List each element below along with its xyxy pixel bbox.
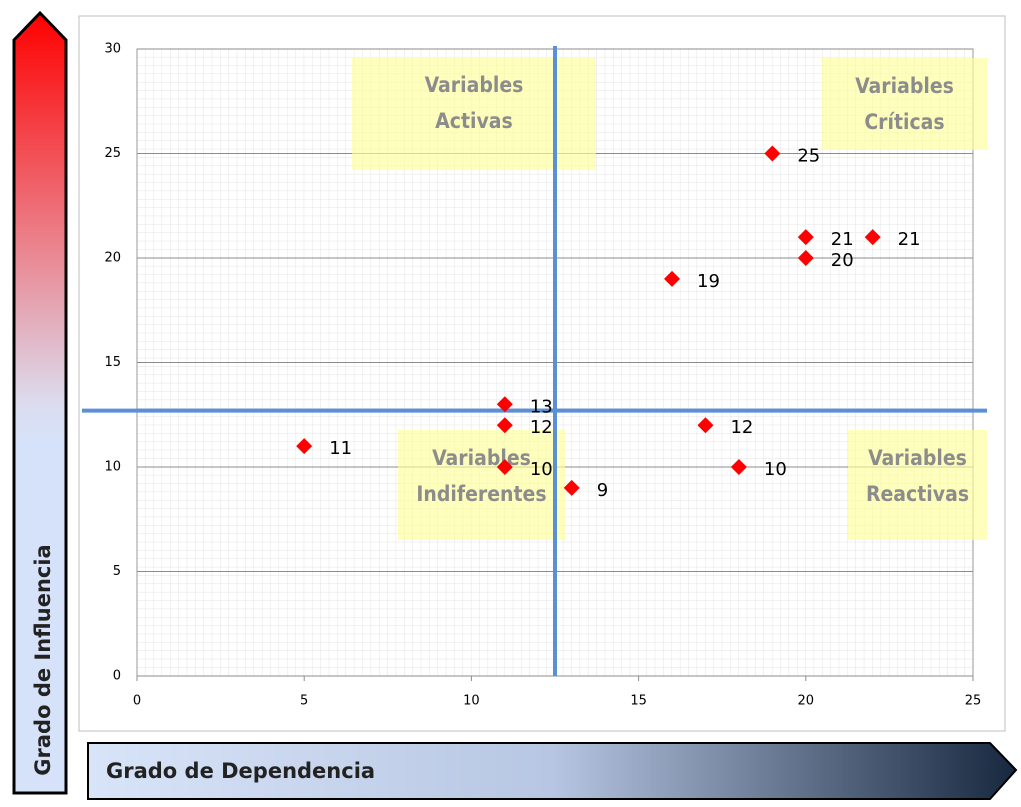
quadrant-box: [822, 58, 987, 150]
y-arrow: [12, 10, 68, 795]
quadrant-label: Variables: [425, 73, 524, 97]
x-tick-label: 5: [300, 694, 308, 709]
point: [496, 459, 513, 475]
quadrant-label: Indiferentes: [416, 482, 546, 506]
data-label: 13: [530, 396, 553, 417]
data-label: 19: [697, 271, 720, 292]
point: [496, 396, 513, 413]
quadrant-label: Variables: [432, 446, 531, 470]
data-label: 12: [730, 417, 753, 438]
x-tick-label: 0: [133, 694, 141, 709]
y-tick-label: 15: [104, 355, 121, 370]
x-tick-label: 20: [798, 694, 815, 709]
data-label: 21: [898, 229, 921, 250]
quadrant-label: Variables: [868, 446, 967, 470]
x-arrow: [87, 742, 1018, 800]
point: [730, 459, 747, 475]
quadrant-label: Variables: [855, 74, 954, 98]
x-tick-label: 25: [965, 694, 982, 709]
y-tick-label: 25: [104, 146, 121, 161]
data-label: 25: [797, 146, 820, 167]
point: [697, 417, 714, 434]
x-tick-label: 10: [463, 694, 480, 709]
y-axis-title: Grado de Influencia: [31, 544, 55, 775]
data-label: 11: [329, 438, 352, 459]
quadrant-label: Activas: [435, 109, 513, 133]
quadrant-label: Críticas: [864, 110, 944, 134]
point: [797, 229, 814, 246]
point: [563, 479, 580, 496]
point: [864, 229, 881, 246]
x-axis-title: Grado de Dependencia: [106, 759, 375, 783]
quadrant-label: Reactivas: [866, 482, 969, 506]
point: [296, 438, 313, 455]
quadrant-box: [398, 430, 565, 540]
data-label: 10: [530, 459, 553, 480]
point: [664, 270, 681, 287]
y-tick-label: 0: [113, 669, 121, 684]
y-tick-label: 10: [104, 460, 121, 475]
data-label: 12: [530, 417, 553, 438]
y-tick-label: 20: [104, 251, 121, 266]
quadrant-box: [848, 430, 987, 540]
data-label: 10: [764, 459, 787, 480]
data-label: 20: [831, 250, 854, 271]
point: [496, 417, 513, 434]
data-label: 21: [831, 229, 854, 250]
point: [797, 250, 814, 266]
data-label: 9: [597, 480, 608, 501]
x-tick-label: 15: [630, 694, 647, 709]
y-tick-label: 5: [113, 564, 121, 579]
y-tick-label: 30: [104, 42, 121, 57]
point: [764, 145, 781, 162]
